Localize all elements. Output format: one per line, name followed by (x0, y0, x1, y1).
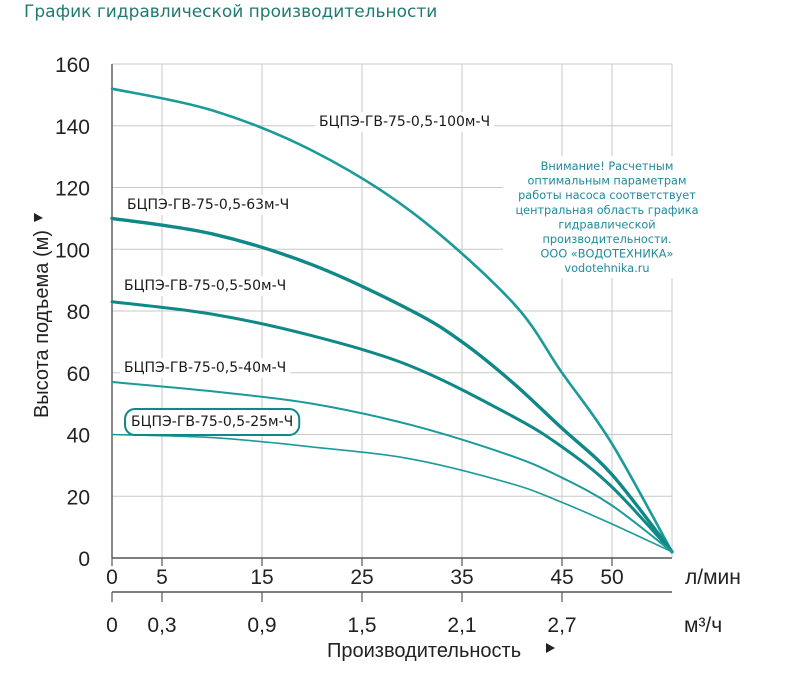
grid (112, 63, 673, 559)
annotation-line: Внимание! Расчетным (541, 160, 674, 173)
x2-tick-label: 1,5 (347, 614, 376, 637)
series-label-group-3: БЦПЭ-ГВ-75-0,5-50м-Ч (120, 276, 291, 296)
series-label-bg (120, 276, 291, 296)
annotation-line: vodotehnika.ru (564, 262, 649, 275)
x2-tick-label: 0 (106, 614, 118, 637)
annotation-line: гидравлической (558, 218, 655, 231)
x-tick-label: 35 (450, 566, 473, 589)
x-tick-labels: 0 5 15 25 35 45 50 (106, 566, 624, 589)
x2-tick-labels: 0 0,3 0,9 1,5 2,1 2,7 (106, 614, 576, 637)
series-label-bg (120, 358, 291, 378)
axes (111, 64, 672, 602)
series-label-group-4: БЦПЭ-ГВ-75-0,5-40м-Ч (120, 358, 291, 378)
annotation-line: ООО «ВОДОТЕХНИКА» (541, 248, 674, 261)
y-tick-label: 140 (55, 116, 90, 139)
y-tick-labels: 0 20 40 60 80 100 120 140 160 (55, 54, 90, 571)
y-axis-title: Высота подъема (м) (31, 230, 53, 418)
series-label-2: БЦПЭ-ГВ-75-0,5-63м-Ч (127, 197, 289, 213)
x-tick-label: 25 (350, 566, 373, 589)
annotation-bg (503, 156, 711, 278)
y-tick-label: 120 (55, 178, 90, 201)
annotation-line: производительности. (543, 233, 672, 246)
y-tick-label: 20 (67, 486, 90, 509)
x-tick-label: 5 (156, 566, 168, 589)
series-label-group-2: БЦПЭ-ГВ-75-0,5-63м-Ч (123, 195, 294, 215)
x2-tick-label: 0,9 (247, 614, 276, 637)
series-label-4: БЦПЭ-ГВ-75-0,5-40м-Ч (124, 360, 286, 376)
y-tick-label: 100 (55, 239, 90, 262)
curve-series-2 (110, 216, 674, 554)
x2-axis-unit-m3h: м³/ч (684, 614, 722, 637)
x-axis-arrow (546, 643, 555, 653)
curve-series-1 (110, 87, 674, 554)
series-label-bg (315, 112, 495, 132)
series-label-group-1: БЦПЭ-ГВ-75-0,5-100м-Ч (315, 112, 495, 132)
x-tick-label: 45 (550, 566, 573, 589)
x2-tick-label: 0,3 (147, 614, 176, 637)
x-tick-label: 0 (106, 566, 118, 589)
series-label-3: БЦПЭ-ГВ-75-0,5-50м-Ч (124, 278, 286, 294)
y-tick-label: 0 (78, 548, 90, 571)
y-tick-label: 160 (55, 54, 90, 77)
y-tick-label: 40 (67, 425, 90, 448)
series-label-group-5: БЦПЭ-ГВ-75-0,5-25м-Ч (124, 408, 301, 436)
highlight-badge (124, 408, 301, 436)
x2-tick-label: 2,7 (547, 614, 576, 637)
annotation-note: Внимание! Расчетным оптимальным параметра… (503, 156, 711, 278)
series-labels: БЦПЭ-ГВ-75-0,5-100м-Ч БЦПЭ-ГВ-75-0,5-63м-… (120, 112, 495, 436)
annotation-line: работы насоса соответствует (518, 189, 696, 202)
series-label-1: БЦПЭ-ГВ-75-0,5-100м-Ч (319, 114, 490, 130)
y-tick-label: 60 (67, 363, 90, 386)
y-axis-arrow (34, 213, 43, 222)
series-label-bg (123, 195, 294, 215)
annotation-line: центральная область графика (515, 204, 698, 217)
x2-tick-label: 2,1 (447, 614, 476, 637)
curve-series-3 (110, 300, 674, 554)
curve-series-5 (111, 433, 673, 553)
x-tick-label: 15 (250, 566, 273, 589)
curve-series-4 (111, 381, 673, 553)
x-tick-label: 50 (600, 566, 623, 589)
x-axis-unit-lmin: л/мин (685, 566, 741, 589)
performance-curves (110, 87, 674, 554)
annotation-line: оптимальным параметрам (527, 175, 686, 188)
y-tick-label: 80 (67, 301, 90, 324)
page-heading: График гидравлической производительности (24, 2, 438, 22)
series-label-5: БЦПЭ-ГВ-75-0,5-25м-Ч (131, 414, 293, 430)
x-axis-title: Производительность (327, 640, 521, 662)
